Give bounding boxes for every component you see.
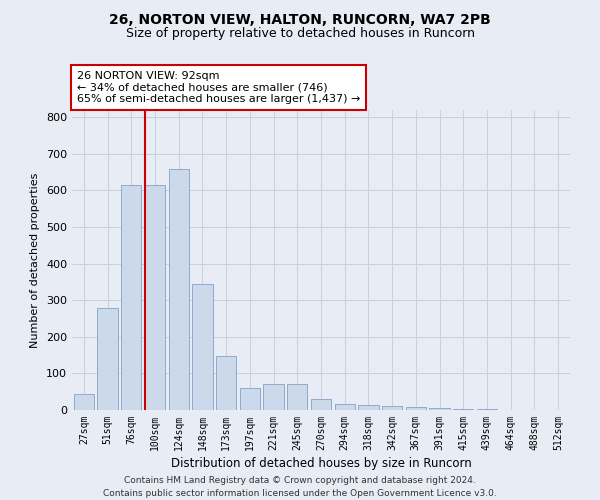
Text: Contains HM Land Registry data © Crown copyright and database right 2024.
Contai: Contains HM Land Registry data © Crown c… xyxy=(103,476,497,498)
Bar xyxy=(121,185,142,410)
Bar xyxy=(74,394,94,410)
Bar xyxy=(335,404,355,410)
Bar xyxy=(263,384,284,410)
Bar xyxy=(169,168,189,410)
Y-axis label: Number of detached properties: Number of detached properties xyxy=(31,172,40,348)
Bar xyxy=(430,408,449,410)
Bar xyxy=(216,356,236,410)
Bar xyxy=(145,185,165,410)
Bar xyxy=(240,388,260,410)
X-axis label: Distribution of detached houses by size in Runcorn: Distribution of detached houses by size … xyxy=(170,457,472,470)
Bar xyxy=(311,399,331,410)
Text: Size of property relative to detached houses in Runcorn: Size of property relative to detached ho… xyxy=(125,28,475,40)
Text: 26, NORTON VIEW, HALTON, RUNCORN, WA7 2PB: 26, NORTON VIEW, HALTON, RUNCORN, WA7 2P… xyxy=(109,12,491,26)
Bar xyxy=(382,406,402,410)
Bar xyxy=(97,308,118,410)
Bar xyxy=(193,284,212,410)
Text: 26 NORTON VIEW: 92sqm
← 34% of detached houses are smaller (746)
65% of semi-det: 26 NORTON VIEW: 92sqm ← 34% of detached … xyxy=(77,71,361,104)
Bar xyxy=(453,409,473,410)
Bar xyxy=(406,407,426,410)
Bar xyxy=(358,405,379,410)
Bar xyxy=(287,384,307,410)
